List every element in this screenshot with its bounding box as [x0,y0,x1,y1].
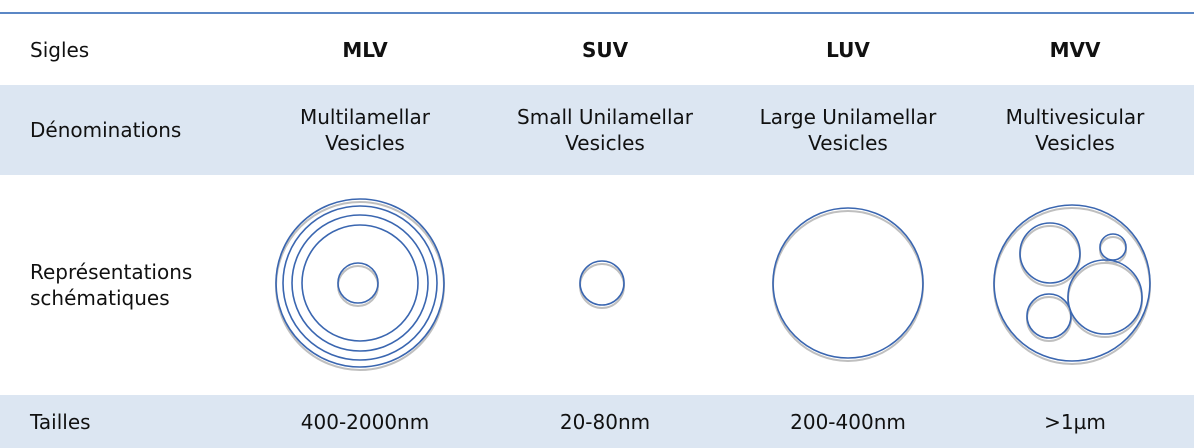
header-cell: MVV [955,14,1194,85]
header-cell: SUV [485,14,725,85]
cell-text: 20-80nm [560,409,650,435]
cell-text: Multilamellar [300,104,430,130]
row-label-text: Dénominations [30,117,181,143]
cell-text: Large Unilamellar [760,104,937,130]
cell-text: Small Unilamellar [517,104,693,130]
header-text: MLV [342,37,387,63]
cell-text: Multivesicular [1006,104,1145,130]
cell: 20-80nm [485,395,725,448]
header-label: Sigles [30,14,89,85]
row-label: Tailles [30,395,91,448]
cell: 200-400nm [728,395,968,448]
row-label-text: Représentations [30,259,192,285]
row-label-text: Tailles [30,409,91,435]
header-text: LUV [826,37,870,63]
header-text: SUV [582,37,628,63]
header-cell: MLV [245,14,485,85]
header-text: MVV [1050,37,1101,63]
row-label: Dénominations [30,85,181,175]
luv-schematic [773,208,923,361]
suv-schematic [580,261,624,308]
header-text: Sigles [30,37,89,63]
cell-text: Vesicles [565,130,645,156]
table: Sigles MLV SUV LUV MVV Dénominations Multilame… [0,0,1194,448]
cell-text: 200-400nm [790,409,906,435]
mvv-schematic [994,205,1150,364]
row-label-text: schématiques [30,285,170,311]
cell: 400-2000nm [245,395,485,448]
cell-text: Vesicles [1035,130,1115,156]
cell-text: Vesicles [808,130,888,156]
cell-text: Vesicles [325,130,405,156]
cell-text: >1µm [1044,409,1106,435]
cell-text: 400-2000nm [301,409,429,435]
mlv-schematic [276,199,444,370]
header-cell: LUV [728,14,968,85]
cell: >1µm [955,395,1194,448]
